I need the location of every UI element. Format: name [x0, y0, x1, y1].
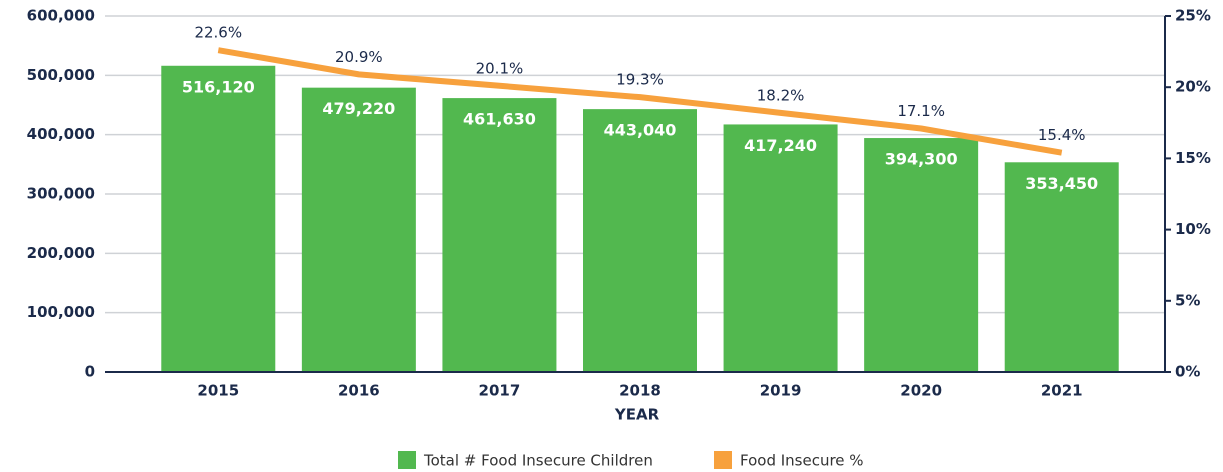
- x-tick-label: 2019: [760, 382, 802, 400]
- legend-swatch: [398, 451, 416, 469]
- x-tick-label: 2017: [479, 382, 521, 400]
- bar: [723, 124, 838, 373]
- bar-value-label: 479,220: [322, 99, 395, 118]
- x-tick-label: 2015: [197, 382, 239, 400]
- x-tick-label: 2021: [1041, 382, 1083, 400]
- x-tick-label: 2018: [619, 382, 661, 400]
- line: [217, 47, 1063, 156]
- bar-value-label: 461,630: [463, 110, 536, 129]
- y2-tick-label: 10%: [1175, 220, 1211, 238]
- bar: [301, 87, 416, 372]
- line-value-label: 17.1%: [897, 102, 945, 120]
- legend-swatch: [714, 451, 732, 469]
- y-tick-label: 0: [85, 363, 95, 381]
- line-value-label: 20.1%: [476, 59, 524, 77]
- x-axis-label: YEAR: [614, 406, 660, 424]
- bar-value-label: 516,120: [182, 77, 255, 96]
- y2-tick-label: 20%: [1175, 78, 1211, 96]
- bar-value-label: 353,450: [1025, 174, 1098, 193]
- y2-tick-label: 5%: [1175, 291, 1200, 309]
- y-tick-label: 500,000: [27, 66, 95, 84]
- legend-label: Total # Food Insecure Children: [423, 452, 653, 470]
- bar: [442, 98, 557, 372]
- line-value-label: 15.4%: [1038, 126, 1086, 144]
- line-value-label: 20.9%: [335, 48, 383, 66]
- bar: [864, 138, 979, 372]
- y2-tick-label: 0%: [1175, 363, 1200, 381]
- y-tick-label: 300,000: [27, 185, 95, 203]
- line-value-label: 22.6%: [194, 24, 242, 42]
- line-value-label: 19.3%: [616, 71, 664, 89]
- legend-label: Food Insecure %: [740, 452, 864, 470]
- bar-value-label: 417,240: [744, 136, 817, 155]
- y2-tick-label: 25%: [1175, 7, 1211, 25]
- y2-tick-label: 15%: [1175, 149, 1211, 167]
- bar: [1004, 162, 1119, 372]
- bar: [161, 65, 276, 372]
- bar: [583, 109, 697, 372]
- y-tick-label: 100,000: [27, 303, 95, 321]
- bar-value-label: 443,040: [604, 121, 677, 140]
- line-value-label: 18.2%: [757, 86, 805, 104]
- bar-value-label: 394,300: [885, 150, 958, 169]
- y-tick-label: 600,000: [27, 7, 95, 25]
- x-tick-label: 2020: [900, 382, 942, 400]
- x-tick-label: 2016: [338, 382, 380, 400]
- y-tick-label: 200,000: [27, 244, 95, 262]
- y-tick-label: 400,000: [27, 125, 95, 143]
